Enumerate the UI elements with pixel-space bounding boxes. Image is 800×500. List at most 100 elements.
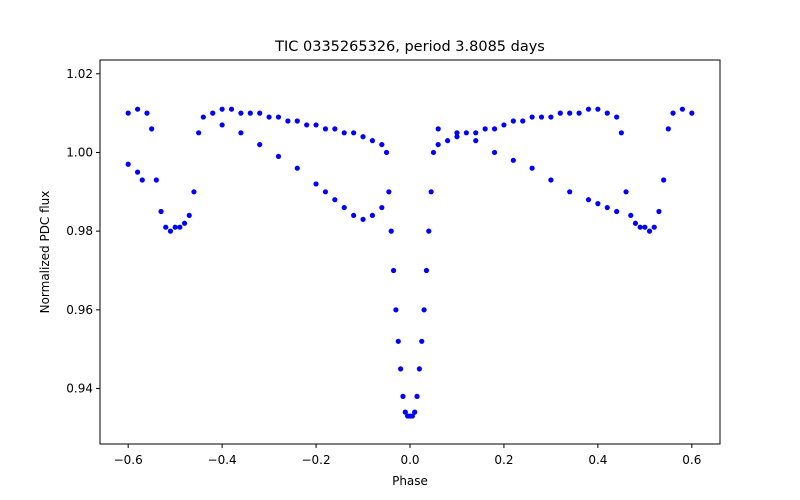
data-point [191, 189, 197, 195]
data-point [454, 130, 460, 136]
data-point [369, 138, 376, 144]
x-tick-label: −0.6 [114, 453, 143, 467]
data-point [646, 228, 653, 234]
data-point [567, 110, 573, 116]
data-point [266, 114, 272, 120]
data-point [585, 106, 592, 112]
data-point [473, 138, 479, 144]
y-tick-label: 1.02 [66, 67, 93, 81]
data-point [665, 126, 671, 132]
data-point [444, 138, 451, 144]
data-point [510, 157, 516, 163]
data-point [614, 208, 620, 215]
data-point [238, 130, 244, 136]
data-point [661, 177, 667, 183]
data-point [313, 122, 319, 128]
plot-frame [99, 59, 721, 445]
data-point [430, 149, 437, 156]
data-point [400, 393, 406, 399]
data-point [219, 122, 225, 128]
y-tick-label: 0.96 [66, 303, 93, 317]
data-point [351, 130, 357, 136]
chart-title: TIC 0335265326, period 3.8085 days [274, 39, 545, 55]
data-point [139, 177, 145, 183]
data-point [153, 177, 159, 183]
data-point [275, 153, 282, 159]
data-point [388, 228, 394, 234]
data-point [689, 110, 695, 116]
data-point [134, 169, 141, 175]
data-point [595, 201, 601, 207]
data-point [585, 197, 592, 203]
data-point [294, 165, 300, 171]
data-point [238, 110, 244, 116]
data-point [186, 212, 192, 219]
data-point [435, 141, 441, 148]
data-point [386, 189, 392, 195]
data-point [332, 126, 338, 132]
x-tick-label: −0.2 [301, 453, 330, 467]
data-point [501, 122, 507, 128]
data-point [158, 208, 164, 215]
data-point [379, 141, 385, 148]
data-point [275, 114, 282, 120]
data-point [604, 204, 610, 211]
x-tick-label: 0.0 [400, 453, 419, 467]
data-point [149, 126, 155, 132]
data-point [595, 106, 601, 112]
data-point [463, 130, 469, 136]
data-point [614, 114, 620, 120]
data-point [435, 126, 441, 132]
data-point [409, 413, 415, 419]
data-point [219, 106, 225, 112]
data-point [257, 141, 263, 148]
x-tick-label: 0.4 [588, 453, 607, 467]
data-point [618, 130, 624, 136]
data-point [623, 189, 629, 195]
data-point [454, 134, 460, 140]
data-point [393, 307, 399, 313]
data-point [637, 224, 643, 230]
data-point [332, 197, 338, 203]
data-point [313, 181, 319, 187]
data-point [482, 126, 488, 132]
data-point [520, 118, 526, 124]
data-point [257, 110, 263, 116]
data-point [428, 189, 434, 195]
data-point [510, 118, 516, 124]
data-point [423, 267, 430, 274]
data-point [414, 393, 420, 399]
x-axis: −0.6 −0.4 −0.2 0.0 0.2 0.4 0.6 [114, 444, 701, 467]
x-tick-label: 0.2 [494, 453, 513, 467]
y-tick-label: 1.00 [66, 145, 93, 159]
data-point [172, 224, 178, 230]
data-point [341, 130, 347, 136]
data-point [398, 366, 404, 372]
data-point [322, 189, 329, 195]
data-point [491, 149, 498, 156]
data-point [125, 161, 131, 167]
data-point [656, 208, 662, 215]
data-point [491, 126, 498, 132]
data-point [285, 118, 291, 124]
data-point [379, 204, 385, 211]
data-point [167, 228, 174, 234]
data-point [548, 177, 554, 183]
data-point [395, 338, 401, 344]
data-point [628, 212, 634, 219]
x-axis-label: Phase [392, 474, 428, 488]
data-point [548, 114, 554, 120]
data-point [294, 118, 300, 124]
data-point [576, 110, 582, 116]
data-point [670, 110, 676, 116]
data-point [402, 409, 408, 415]
data-point [304, 122, 310, 128]
data-point [416, 366, 422, 372]
data-point [360, 216, 366, 222]
data-point [360, 134, 366, 140]
data-point [426, 228, 432, 234]
data-point [228, 106, 235, 112]
data-point [419, 338, 425, 344]
data-point [247, 110, 253, 116]
